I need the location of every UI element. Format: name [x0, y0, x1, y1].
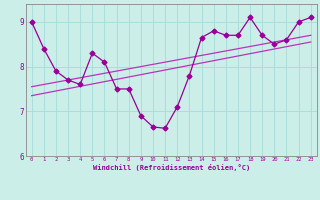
X-axis label: Windchill (Refroidissement éolien,°C): Windchill (Refroidissement éolien,°C) — [92, 164, 250, 171]
